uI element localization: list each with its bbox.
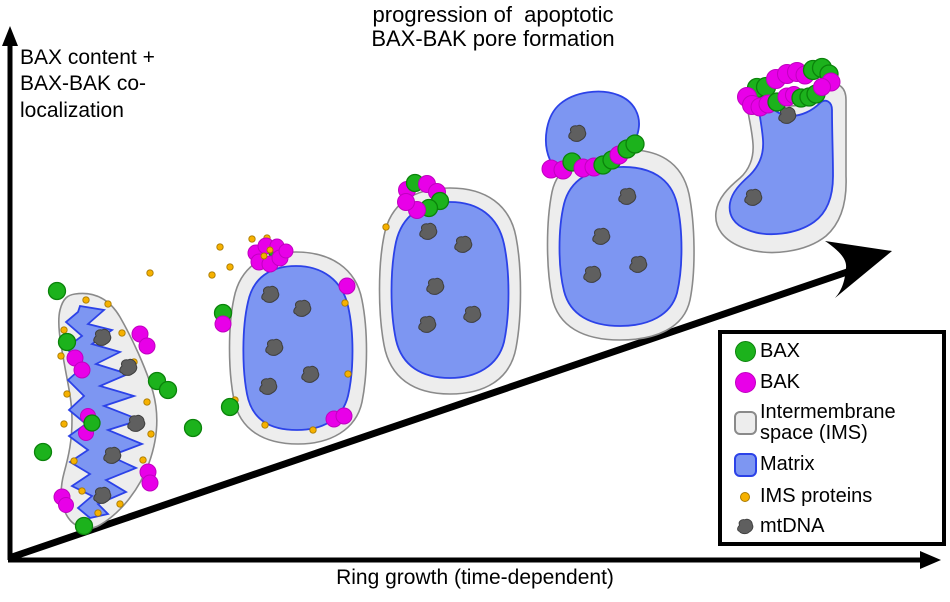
stage2-membrane-dots bbox=[213, 277, 356, 428]
legend-item-ims: Intermembrane space (IMS) bbox=[730, 402, 934, 443]
legend-item-bak: BAK bbox=[730, 370, 934, 393]
stage5-pore-ring bbox=[737, 57, 841, 117]
legend-label-matrix: Matrix bbox=[760, 453, 815, 476]
x-axis-arrow bbox=[8, 551, 941, 569]
legend-label-bak: BAK bbox=[760, 370, 801, 393]
mtdna-swatch-icon bbox=[737, 518, 754, 534]
figure-title: progression of apoptotic BAX-BAK pore fo… bbox=[371, 2, 615, 52]
legend-label-mtdna: mtDNA bbox=[760, 515, 825, 538]
legend-item-mtdna: mtDNA bbox=[730, 516, 934, 537]
intermembrane-space-swatch-icon bbox=[733, 410, 757, 435]
y-axis-label: BAX content + BAX-BAK co- localization bbox=[20, 46, 155, 122]
stage1-matrix-cristae bbox=[64, 304, 145, 519]
bax-swatch-icon bbox=[734, 341, 756, 362]
progression-arrow bbox=[10, 241, 892, 561]
stage4-pore-ring bbox=[541, 134, 645, 180]
legend-item-matrix: Matrix bbox=[730, 452, 934, 477]
stage2-matrix bbox=[242, 265, 354, 431]
progression-arrowhead bbox=[825, 241, 892, 298]
legend-label-bax: BAX bbox=[760, 340, 801, 363]
matrix-swatch-icon bbox=[733, 452, 757, 477]
legend-item-ims-proteins: IMS proteins bbox=[730, 486, 934, 507]
legend-item-bax: BAX bbox=[730, 341, 934, 362]
y-axis-arrowhead bbox=[2, 26, 18, 46]
legend-label-ims-proteins: IMS proteins bbox=[760, 485, 873, 508]
stage3-ims-protein bbox=[382, 223, 390, 231]
stage3-pore-ring bbox=[397, 173, 450, 219]
y-axis-arrow bbox=[2, 26, 18, 560]
mitochondrion-stage-3 bbox=[378, 173, 522, 395]
x-axis-label: Ring growth (time-dependent) bbox=[336, 566, 614, 589]
stage1-bax-dots bbox=[33, 281, 203, 536]
stage1-ims-proteins bbox=[57, 296, 155, 517]
ims-protein-swatch-icon bbox=[740, 491, 750, 502]
bak-swatch-icon bbox=[734, 371, 756, 393]
mitochondrion-stage-1 bbox=[33, 281, 203, 536]
mitochondrion-stage-5 bbox=[715, 57, 847, 254]
legend-label-ims: Intermembrane space (IMS) bbox=[760, 401, 896, 444]
mitochondrion-stage-2 bbox=[146, 234, 368, 445]
stage3-matrix bbox=[390, 201, 510, 379]
legend: BAX BAK Intermembrane space (IMS) Matrix… bbox=[718, 330, 946, 546]
x-axis-arrowhead bbox=[920, 551, 941, 569]
mitochondrion-stage-4 bbox=[541, 90, 695, 341]
stage4-matrix bbox=[558, 166, 683, 327]
stage2-pore-cluster bbox=[247, 237, 294, 273]
